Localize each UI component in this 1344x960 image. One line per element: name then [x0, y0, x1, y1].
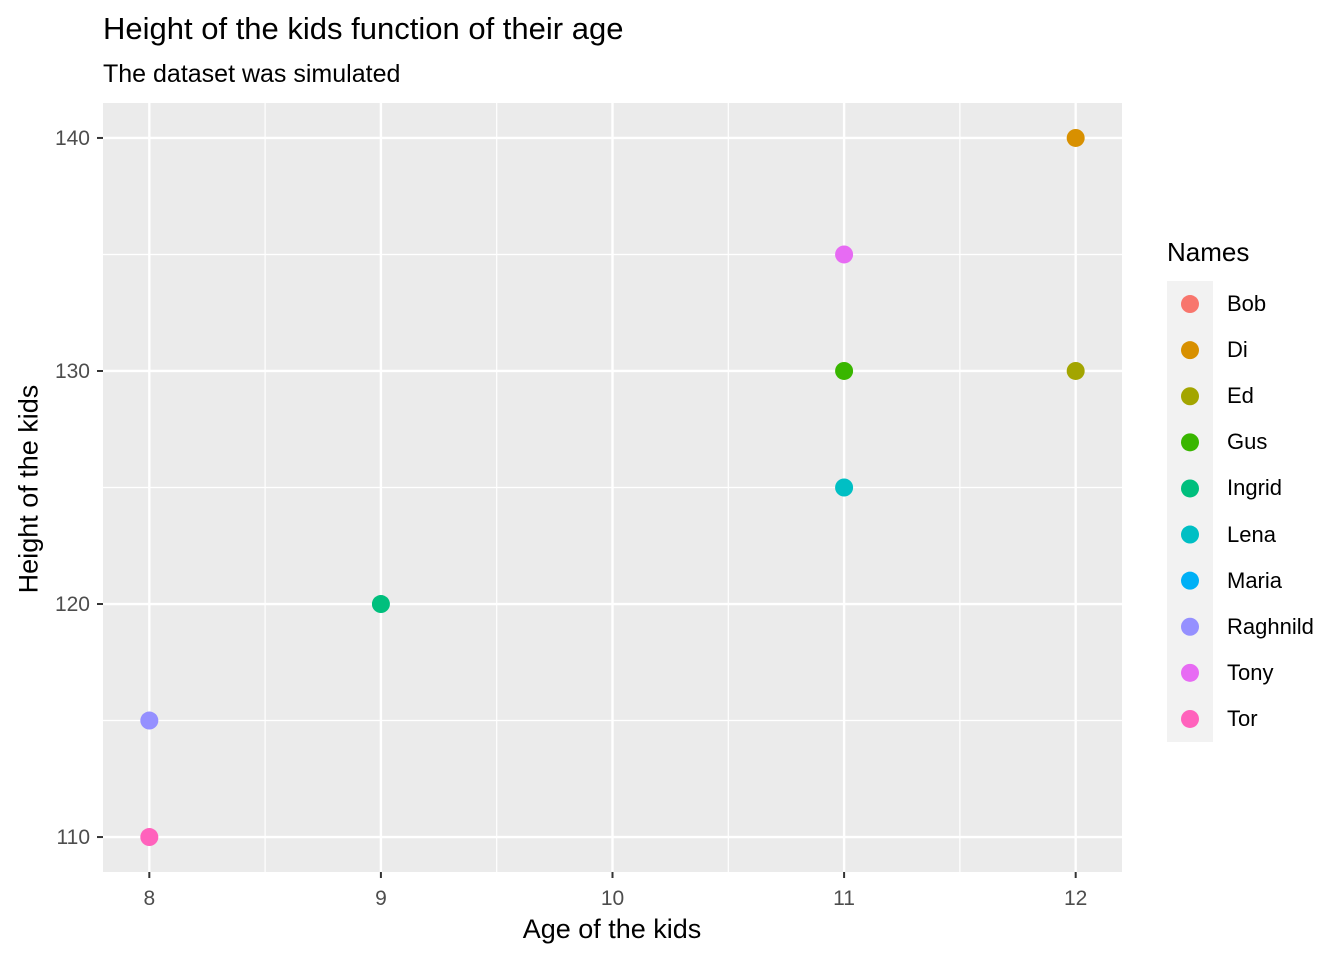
x-axis-label: Age of the kids: [522, 914, 702, 944]
y-tick-label: 130: [55, 360, 90, 383]
data-point-tony: [835, 245, 854, 264]
legend-key-tony: [1181, 663, 1199, 682]
data-points: [140, 128, 1085, 847]
legend-key-di: [1181, 341, 1199, 360]
x-tick-label: 8: [143, 887, 155, 910]
legend-label-tony: Tony: [1227, 659, 1274, 685]
legend-label-ingrid: Ingrid: [1227, 475, 1283, 501]
legend-key-ed: [1181, 387, 1199, 406]
legend-title: Names: [1167, 237, 1250, 267]
data-point-di: [1066, 128, 1085, 147]
legend-key-gus: [1181, 433, 1199, 452]
y-tick-label: 120: [55, 593, 90, 616]
legend-label-ed: Ed: [1227, 383, 1254, 409]
legend-label-lena: Lena: [1227, 521, 1276, 547]
x-tick-label: 10: [601, 887, 624, 910]
legend-label-raghnild: Raghnild: [1227, 613, 1314, 639]
legend-key-lena: [1181, 525, 1199, 544]
legend-key-ingrid: [1181, 479, 1199, 498]
x-tick-label: 11: [833, 887, 855, 910]
legend-keys: [1181, 295, 1199, 728]
x-tick-label: 9: [375, 887, 387, 910]
legend-label-bob: Bob: [1227, 291, 1267, 317]
axis-ticks: 8 9 10 11 12 110 120 130 140: [55, 127, 1087, 910]
legend-key-tor: [1181, 709, 1199, 728]
data-point-tor: [140, 828, 159, 847]
chart-subtitle: The dataset was simulated: [103, 60, 401, 88]
y-axis-label: Height of the kids: [13, 384, 44, 594]
chart-title: Height of the kids function of their age: [103, 11, 624, 46]
data-point-lena: [835, 478, 854, 497]
legend-label-di: Di: [1227, 337, 1248, 363]
data-point-raghnild: [140, 711, 159, 730]
legend-key-bob: [1181, 295, 1199, 314]
legend-label-gus: Gus: [1227, 429, 1268, 455]
legend-label-tor: Tor: [1227, 705, 1258, 731]
legend-label-maria: Maria: [1227, 567, 1283, 593]
data-point-gus: [835, 361, 854, 380]
y-tick-label: 140: [55, 127, 90, 150]
x-tick-label: 12: [1064, 887, 1087, 910]
data-point-ingrid: [371, 595, 390, 614]
y-tick-label: 110: [57, 826, 90, 849]
legend-key-raghnild: [1181, 617, 1199, 636]
legend-key-maria: [1181, 571, 1199, 590]
data-point-ed: [1066, 361, 1085, 380]
